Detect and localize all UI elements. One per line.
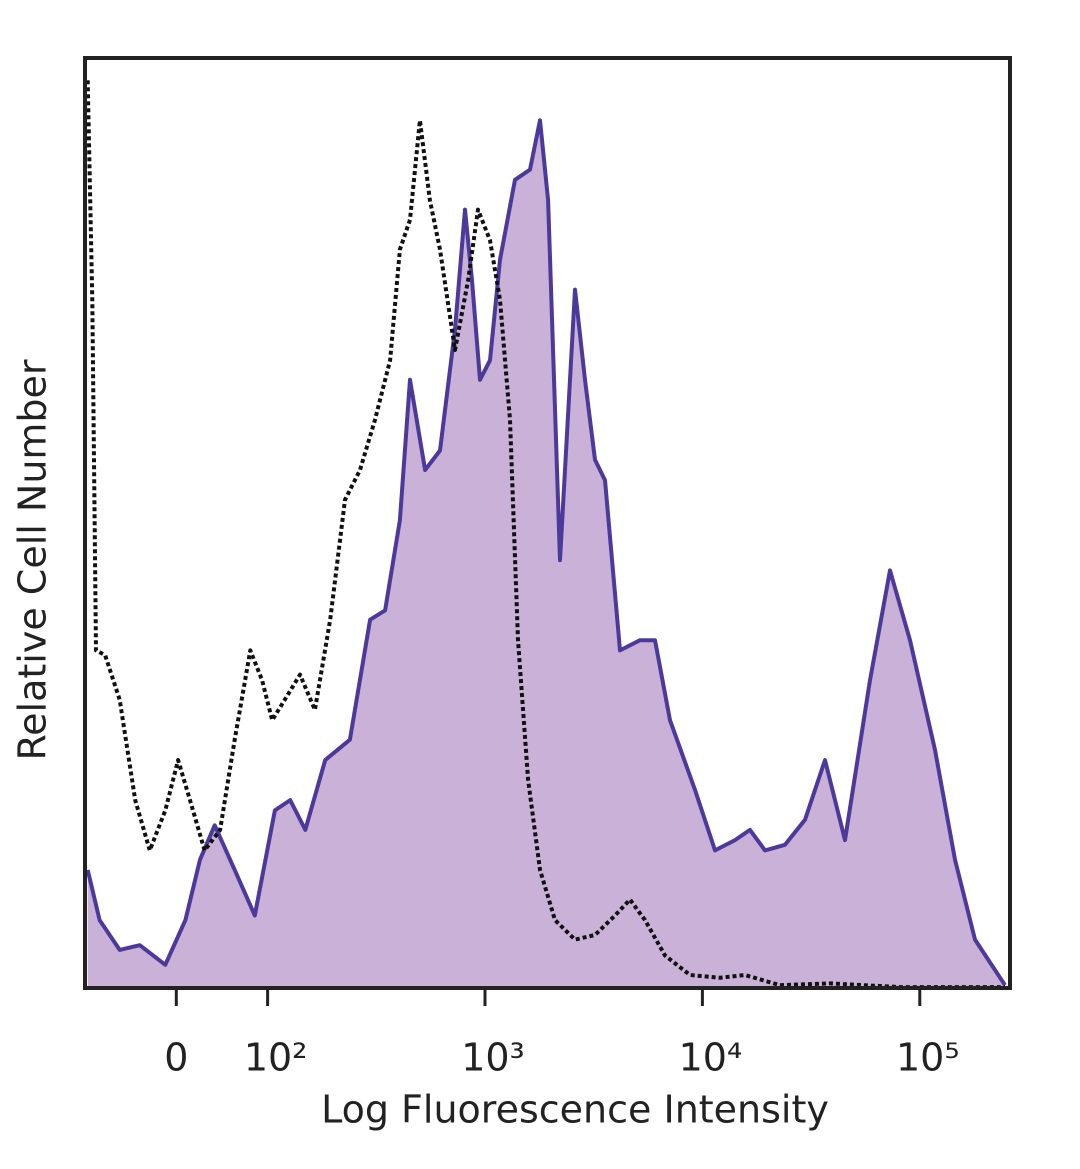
x-tick-label: 10⁵	[896, 1036, 960, 1080]
histogram-line	[85, 118, 1007, 987]
plot-frame	[83, 56, 1012, 990]
y-axis-label: Relative Cell Number	[11, 359, 55, 760]
x-tick-label: 10²	[244, 1036, 308, 1080]
x-tick-label: 10³	[461, 1036, 525, 1080]
histogram-line	[85, 80, 1005, 990]
area-fill	[87, 120, 1005, 989]
x-tick-label: 0	[164, 1036, 188, 1080]
x-tick-label: 10⁴	[679, 1036, 743, 1080]
x-axis-label: Log Fluorescence Intensity	[321, 1088, 829, 1132]
